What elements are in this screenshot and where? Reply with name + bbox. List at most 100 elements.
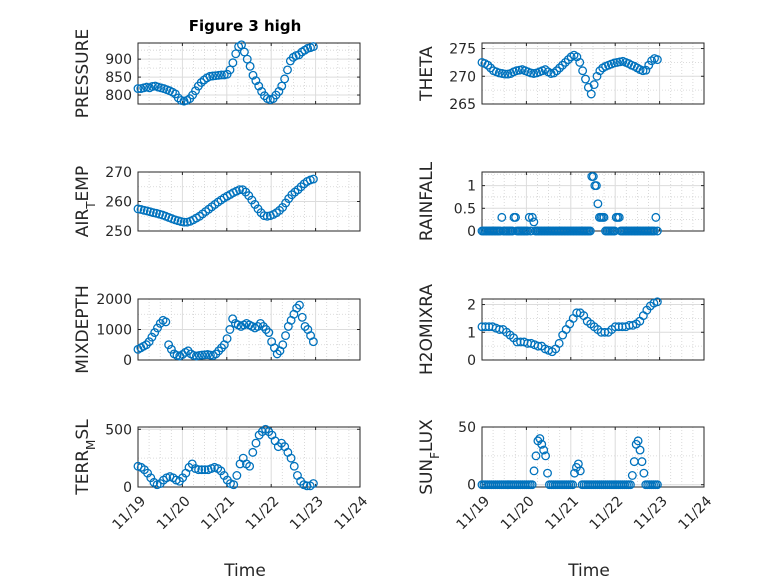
data-point: [563, 55, 573, 65]
subplot-terr-msl: 0 500 TERRMSL 11/19 11/20 11/21 11/22 11/23 11/2…: [73, 419, 371, 533]
x-tick-label: 11/19: [453, 493, 493, 533]
data-point: [275, 205, 284, 215]
y-tick-label: 1: [467, 325, 476, 341]
data-point: [614, 212, 624, 222]
x-tick-label: 11/22: [243, 493, 283, 533]
data-point: [591, 181, 601, 191]
x-axis-label-left: Time: [223, 561, 266, 581]
data-point: [280, 74, 290, 84]
y-tick-label: 1: [467, 179, 476, 195]
data-series: [477, 172, 662, 236]
x-tick-label: 11/20: [498, 493, 538, 533]
x-tick-label: 11/23: [631, 493, 671, 533]
data-point: [292, 303, 302, 313]
subplot-theta: 265 270 275 THETA: [417, 42, 705, 113]
y-tick-label: 0.5: [454, 201, 476, 217]
data-point: [281, 198, 291, 208]
data-point: [183, 346, 193, 356]
data-point: [205, 350, 215, 360]
data-point: [211, 349, 221, 359]
data-point: [535, 434, 545, 443]
data-point: [297, 312, 307, 322]
data-point: [635, 445, 645, 455]
data-point: [264, 328, 274, 337]
data-point: [649, 226, 659, 236]
data-point: [228, 314, 238, 324]
data-point: [578, 66, 588, 76]
x-tick-label: 11/23: [287, 493, 327, 533]
data-point: [278, 340, 288, 350]
data-point: [575, 466, 585, 476]
data-point: [537, 439, 547, 449]
data-point: [283, 65, 292, 75]
data-point: [228, 58, 238, 68]
y-tick-label: 2: [467, 298, 476, 314]
data-point: [652, 226, 662, 236]
figure-title: Figure 3 high: [189, 17, 302, 35]
data-point: [133, 84, 143, 94]
data-point: [565, 319, 575, 329]
minor-grid: [138, 427, 360, 487]
y-tick-label: 275: [449, 42, 476, 58]
data-point: [205, 71, 215, 81]
data-point: [274, 86, 284, 96]
data-point: [245, 461, 255, 471]
data-point: [217, 343, 226, 353]
data-point: [296, 182, 306, 192]
major-grid: [482, 172, 704, 231]
data-point: [552, 66, 562, 76]
data-point: [644, 60, 654, 70]
data-point: [166, 344, 176, 354]
y-axis-label: RAINFALL: [417, 161, 437, 241]
subplot-air-temp: 250 260 270 AIRTEMP: [73, 165, 361, 240]
y-axis-label: AIRTEMP: [73, 166, 98, 237]
data-point: [585, 226, 595, 236]
data-point: [638, 311, 648, 321]
data-point: [589, 80, 599, 90]
data-point: [248, 70, 258, 80]
axes-box: [481, 298, 705, 361]
y-tick-label: 265: [449, 97, 476, 113]
data-point: [200, 465, 210, 475]
minor-grid: [482, 299, 704, 360]
data-point: [225, 325, 235, 334]
y-tick-label: 850: [105, 70, 132, 86]
data-point: [179, 217, 189, 227]
data-point: [647, 56, 657, 66]
subplot-rainfall: 0 0.5 1 RAINFALL: [417, 161, 705, 241]
data-point: [652, 480, 662, 490]
data-point: [197, 350, 207, 360]
data-point: [625, 480, 635, 490]
data-point: [308, 479, 318, 488]
data-series: [133, 300, 318, 361]
data-point: [599, 212, 609, 222]
y-tick-label: 800: [105, 88, 132, 104]
data-point: [289, 461, 299, 471]
data-point: [258, 322, 268, 331]
y-tick-label: 250: [105, 224, 132, 240]
data-point: [637, 457, 647, 467]
x-tick-label: 11/21: [198, 493, 238, 533]
major-grid: [138, 427, 360, 487]
subplot-h2omixra: 0 1 2 H2OMIXRA: [417, 284, 705, 375]
data-point: [231, 49, 241, 59]
data-point: [308, 174, 318, 184]
x-tick-label: 11/24: [675, 493, 715, 533]
data-point: [211, 71, 221, 81]
x-tick-label: 11/21: [542, 493, 582, 533]
data-point: [248, 447, 258, 457]
data-point: [147, 332, 157, 342]
data-point: [144, 337, 154, 347]
data-point: [196, 78, 206, 87]
data-point: [216, 70, 226, 80]
data-point: [527, 212, 537, 222]
x-tick-label: 11/20: [154, 493, 194, 533]
data-point: [235, 185, 244, 195]
data-point: [286, 453, 296, 463]
y-tick-label: 0: [123, 480, 132, 496]
data-point: [308, 337, 318, 347]
data-point: [150, 328, 160, 337]
minor-grid: [138, 43, 360, 104]
x-tick-label: 11/19: [109, 493, 149, 533]
data-point: [497, 212, 507, 222]
